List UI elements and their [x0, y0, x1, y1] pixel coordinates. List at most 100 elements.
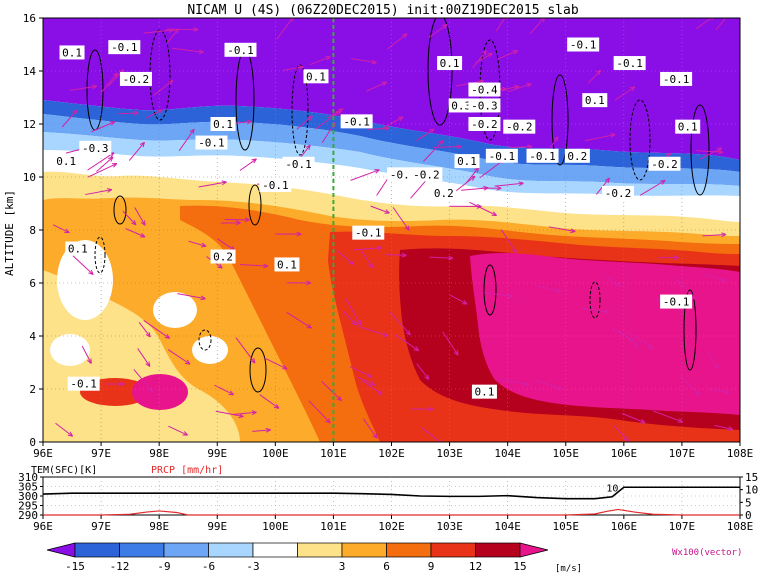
wind-vector-head [145, 331, 151, 338]
wind-vector-head [595, 69, 602, 76]
colorbar-segment [386, 542, 432, 558]
wind-vector [472, 50, 487, 69]
wind-vector-head [91, 84, 98, 90]
wind-vector-head [633, 342, 639, 348]
wind-vector [233, 411, 257, 415]
wind-vector [143, 320, 170, 339]
right-tick-label: 10 [745, 484, 758, 497]
wind-vector-head [182, 431, 189, 436]
colorbar-tick-label: -6 [202, 560, 215, 573]
wind-vector-head [514, 84, 520, 90]
wind-vector-head [112, 72, 118, 78]
svg-text:-0.1: -0.1 [390, 168, 417, 181]
wind-vector [509, 146, 533, 149]
wind-vector-head [716, 147, 723, 153]
wind-vector-head [168, 28, 174, 33]
wind-vector [122, 210, 137, 226]
wind-vector [358, 326, 389, 337]
wind-vector-head [157, 109, 163, 115]
wind-vector [153, 79, 174, 97]
contour-label: -0.2 [410, 167, 443, 182]
wind-vector [296, 115, 313, 130]
contour-label: 0.1 [303, 69, 329, 84]
wind-vector-head [298, 65, 304, 70]
wind-vector [342, 310, 357, 326]
colorbar-segment [163, 542, 209, 558]
contour-label: 0.1 [437, 56, 463, 71]
main-heatmap-panel: 0.1 -0.1-0.2-0.10.10.1-0.40.3 -0.3-0.2 -0.2… [3, 12, 753, 460]
wind-vector-head [384, 209, 390, 214]
wind-vector [507, 83, 532, 93]
wind-vector [172, 47, 204, 53]
wind-vector [214, 384, 234, 396]
wind-vector [198, 181, 227, 188]
wind-vector-head [336, 395, 342, 402]
wind-vector [621, 412, 646, 424]
colorbar-low-arrow [46, 542, 76, 558]
wind-vector [469, 201, 497, 216]
wind-vector-head [263, 263, 269, 269]
wind-vector [429, 256, 454, 259]
wind-vector-head [109, 121, 116, 126]
x-tick-label: 106E [611, 447, 638, 460]
wind-vector-head [374, 169, 380, 174]
wind-vector-head [325, 56, 331, 61]
contour-label: -0.1 [567, 37, 600, 52]
wind-vector [100, 72, 118, 94]
wind-vector-head [366, 372, 373, 378]
svg-text:-0.2: -0.2 [123, 73, 150, 86]
svg-text:-0.3: -0.3 [471, 99, 498, 112]
wind-vector-head [201, 242, 207, 248]
surface-panel: TEM(SFC)[K] PRCP [mm/hr] 10 310305300295… [18, 465, 758, 533]
svg-text:0.1: 0.1 [457, 155, 477, 168]
wind-vector [188, 240, 207, 247]
svg-text:0.2: 0.2 [434, 187, 454, 200]
contour-label: -0.2 [119, 71, 152, 86]
wind-vector [442, 331, 459, 356]
colorbar-tick-label: -12 [110, 560, 130, 573]
wind-vector-head [325, 418, 331, 424]
wind-vector [581, 307, 610, 313]
svg-text:-0.1: -0.1 [111, 41, 138, 54]
x-tick-label: 104E [494, 520, 521, 533]
wind-vector-head [119, 381, 125, 387]
x-tick-label: 105E [553, 447, 580, 460]
wind-vector [350, 57, 377, 64]
wind-vector [653, 410, 683, 423]
wind-vector-head [424, 374, 430, 380]
x-tick-label: 107E [669, 520, 696, 533]
wind-vector-head [462, 299, 468, 305]
wind-vector-head [282, 364, 288, 370]
wind-vector-head [228, 390, 234, 396]
wind-vector-head [221, 180, 227, 186]
wind-vector-head [648, 343, 654, 349]
contour-label: -0.1 [660, 71, 693, 86]
x-tick-label: 101E [320, 520, 347, 533]
wind-vector-head [527, 144, 533, 150]
x-tick-label: 102E [378, 447, 405, 460]
contour-label: -0.4 [468, 82, 501, 97]
right-tick-label: 5 [745, 496, 752, 509]
svg-text:0.1: 0.1 [306, 70, 326, 83]
contour-label: -0.1 [660, 294, 693, 309]
wind-vector-head [351, 320, 357, 326]
wind-vector [72, 255, 94, 275]
wind-vector [484, 292, 514, 297]
wind-vector [366, 81, 387, 92]
wind-vector-head [629, 86, 636, 92]
x-tick-label: 99E [207, 520, 227, 533]
wind-vector-head [108, 156, 114, 162]
wind-vector-head [251, 158, 257, 164]
wind-vector [584, 134, 616, 142]
wind-vector [137, 348, 151, 367]
svg-text:-0.1: -0.1 [663, 73, 690, 86]
svg-text:-0.1: -0.1 [616, 57, 643, 70]
contour-label: 0.1 [582, 93, 608, 108]
wind-vector [708, 388, 729, 394]
wind-vector-head [727, 426, 734, 431]
svg-text:-0.2: -0.2 [605, 187, 632, 200]
wind-vector [699, 147, 723, 160]
vector-label: Wx100(vector) [672, 548, 742, 558]
